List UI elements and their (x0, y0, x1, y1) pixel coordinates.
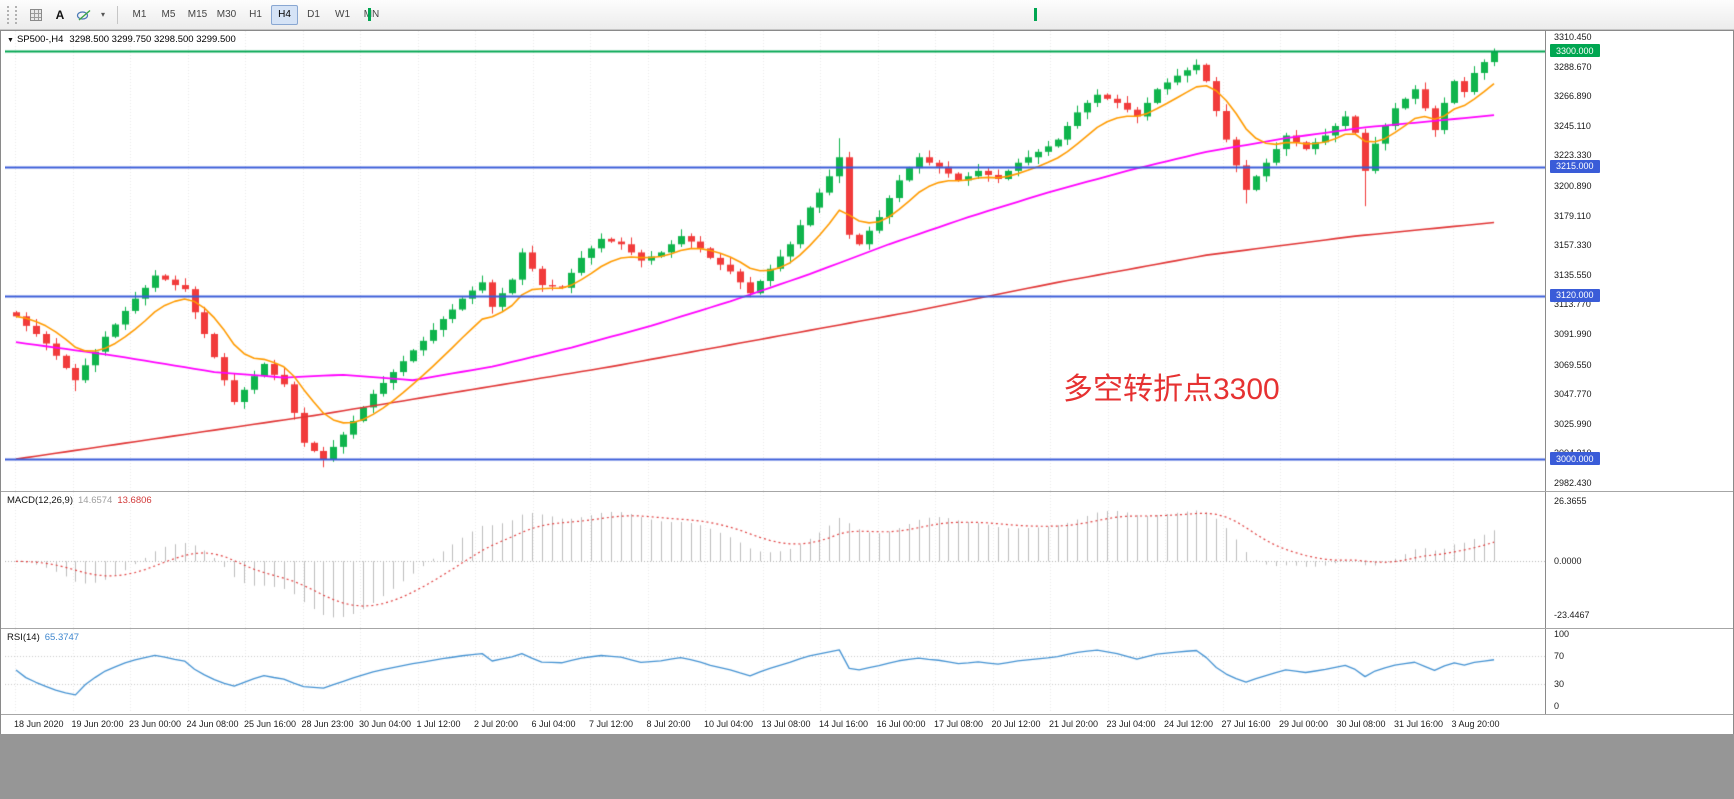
macd-main-value: 14.6574 (78, 495, 113, 506)
toolbar: A ▾ M1 M5 M15 M30 H1 H4 D1 W1 MN (0, 0, 1734, 30)
price-axis-tick: 3245.110 (1554, 120, 1591, 131)
time-axis-label: 21 Jul 20:00 (1049, 719, 1099, 729)
time-axis-label: 13 Jul 08:00 (761, 719, 811, 729)
time-axis-label: 1 Jul 12:00 (416, 719, 461, 729)
macd-axis-tick: 26.3655 (1554, 495, 1587, 506)
price-level-tag: 3215.000 (1550, 159, 1600, 173)
shapes-dropdown-button[interactable]: ▾ (100, 10, 105, 19)
annotation-text[interactable]: 多空转折点3300 (1063, 373, 1280, 406)
toolbar-grip (7, 5, 17, 24)
chart-ohlc-values: 3298.500 3299.750 3298.500 3299.500 (69, 34, 236, 45)
time-axis-label: 23 Jul 04:00 (1106, 719, 1156, 729)
time-axis-label: 28 Jun 23:00 (301, 719, 354, 729)
price-axis-tick: 3135.550 (1554, 269, 1592, 280)
shapes-tool-button[interactable] (73, 4, 95, 26)
time-axis-label: 2 Jul 20:00 (474, 719, 519, 729)
rsi-axis-tick: 100 (1554, 629, 1570, 639)
timeframe-button-m30[interactable]: M30 (216, 9, 237, 20)
toolbar-separator (117, 5, 118, 24)
price-level-tag: 3120.000 (1550, 288, 1600, 302)
time-axis-label: 7 Jul 12:00 (589, 719, 634, 729)
rsi-name: RSI(14) (7, 632, 40, 643)
price-axis-tick: 3069.550 (1554, 359, 1592, 370)
price-axis-tick: 3113.770 (1554, 299, 1591, 310)
timeframe-button-m15[interactable]: M15 (187, 9, 208, 20)
timeframe-button-h4[interactable]: H4 (271, 4, 298, 25)
timeframe-button-mn[interactable]: MN (363, 9, 380, 20)
time-axis-label: 18 Jun 2020 (14, 719, 64, 729)
vertical-line-marker-icon (1034, 8, 1037, 21)
time-axis-label: 17 Jul 08:00 (934, 719, 984, 729)
time-axis-label: 23 Jun 00:00 (129, 719, 182, 729)
chart-grid-button[interactable] (25, 4, 47, 26)
timeframe-button-m5[interactable]: M5 (161, 9, 176, 20)
macd-signal-value: 13.6806 (117, 495, 152, 506)
time-axis-label: 14 Jul 16:00 (819, 719, 869, 729)
price-level-tag: 3000.000 (1550, 452, 1600, 466)
time-axis-label: 31 Jul 16:00 (1394, 719, 1444, 729)
main-chart-canvas[interactable] (5, 31, 1545, 491)
time-axis-label: 24 Jul 12:00 (1164, 719, 1214, 729)
price-axis-tick: 3266.890 (1554, 91, 1592, 102)
shapes-icon (76, 9, 90, 21)
rsi-indicator-label: RSI(14) 65.3747 (7, 632, 79, 643)
price-axis: 3310.450 3288.670 3266.890 3245.110 3223.330… (1545, 31, 1733, 714)
time-axis: 18 Jun 2020 19 Jun 20:00 23 Jun 00:00 24 Ju… (1, 714, 1733, 734)
timeframe-button-d1[interactable]: D1 (307, 9, 320, 20)
text-tool-button[interactable]: A (55, 7, 65, 22)
panel-separator[interactable] (1, 491, 1733, 492)
macd-panel-canvas[interactable] (5, 492, 1545, 628)
macd-axis-tick: -23.4467 (1554, 610, 1590, 620)
grid-icon (30, 8, 42, 21)
quick-trade-arrow-icon[interactable]: ▼ (7, 37, 14, 44)
time-axis-label: 25 Jun 16:00 (244, 719, 297, 729)
chart-symbol: SP500-,H4 (16, 34, 64, 45)
rsi-axis-tick: 0 (1554, 701, 1560, 711)
price-axis-tick: 3310.450 (1554, 32, 1592, 42)
time-axis-label: 20 Jul 12:00 (991, 719, 1041, 729)
timeframe-group: M1 M5 M15 M30 H1 H4 D1 W1 MN (125, 4, 386, 25)
time-axis-label: 29 Jul 00:00 (1279, 719, 1329, 729)
time-axis-label: 19 Jun 20:00 (71, 719, 124, 729)
time-axis-label: 27 Jul 16:00 (1221, 719, 1271, 729)
chart-window: ▼ SP500-,H4 3298.500 3299.750 3298.500 329… (0, 30, 1734, 734)
price-axis-tick: 3288.670 (1554, 61, 1592, 72)
price-axis-tick: 3200.890 (1554, 180, 1592, 191)
timeframe-button-w1[interactable]: W1 (335, 9, 350, 20)
time-axis-label: 3 Aug 20:00 (1451, 719, 1500, 729)
workspace-background (0, 734, 1734, 799)
price-axis-tick: 3223.330 (1554, 150, 1592, 161)
price-axis-tick: 3179.110 (1554, 210, 1591, 221)
rsi-value: 65.3747 (44, 632, 80, 643)
time-axis-label: 16 Jul 00:00 (876, 719, 926, 729)
macd-axis-tick: 0.0000 (1554, 556, 1582, 567)
rsi-axis-tick: 70 (1554, 650, 1565, 661)
time-axis-label: 30 Jul 08:00 (1336, 719, 1386, 729)
time-axis-label: 8 Jul 20:00 (646, 719, 691, 729)
price-axis-tick: 3025.990 (1554, 418, 1592, 429)
macd-indicator-label: MACD(12,26,9) 14.6574 13.6806 (7, 495, 152, 506)
time-axis-label: 6 Jul 04:00 (531, 719, 576, 729)
time-axis-label: 30 Jun 04:00 (359, 719, 412, 729)
price-axis-tick: 3157.330 (1554, 240, 1592, 251)
chart-title: ▼ SP500-,H4 3298.500 3299.750 3298.500 329… (7, 34, 236, 45)
rsi-axis-tick: 30 (1554, 679, 1565, 690)
price-level-tag: 3300.000 (1550, 44, 1600, 58)
time-axis-label: 24 Jun 08:00 (186, 719, 239, 729)
macd-name: MACD(12,26,9) (7, 495, 73, 506)
vertical-line-marker-icon (368, 8, 371, 21)
timeframe-button-m1[interactable]: M1 (132, 9, 147, 20)
price-axis-tick: 3091.990 (1554, 329, 1592, 340)
panel-separator[interactable] (1, 628, 1733, 629)
price-axis-tick: 2982.430 (1554, 478, 1592, 488)
timeframe-button-h1[interactable]: H1 (249, 9, 262, 20)
price-axis-tick: 3047.770 (1554, 389, 1592, 400)
rsi-panel-canvas[interactable] (5, 629, 1545, 713)
time-axis-label: 10 Jul 04:00 (704, 719, 754, 729)
